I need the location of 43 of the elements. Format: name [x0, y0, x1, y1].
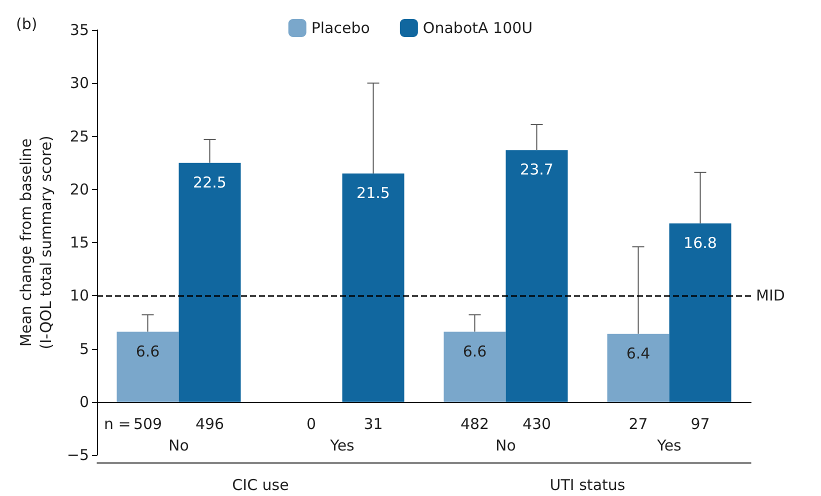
bar: [178, 162, 241, 402]
x-tick-label: No: [496, 436, 516, 454]
annotation: 430: [522, 414, 552, 433]
annotation: 482: [460, 414, 490, 433]
data-label: 6.6: [462, 342, 487, 360]
bar: [444, 332, 506, 402]
y-tick-label: 10: [70, 286, 90, 305]
data-label: 16.8: [684, 234, 717, 252]
data-label: 21.5: [356, 184, 390, 202]
annotation: 0: [306, 414, 316, 433]
legend-label: Placebo: [311, 19, 370, 37]
text: UTI status: [550, 476, 626, 494]
bar: [342, 173, 404, 402]
x-tick-label: Yes: [329, 436, 355, 454]
annotation: 509: [133, 414, 162, 433]
annotation: 31: [364, 414, 383, 433]
y-tick-label: 35: [70, 21, 90, 39]
y-tick-label: 30: [70, 74, 90, 92]
y-tick-label: 25: [70, 127, 90, 146]
bar: [116, 332, 179, 402]
legend-label: OnabotA 100U: [422, 19, 533, 37]
y-tick-label: 15: [70, 234, 90, 252]
annotation: 496: [195, 414, 224, 433]
x-tick-label: Yes: [656, 436, 682, 454]
x-tick-label: No: [168, 436, 189, 454]
ref-line-label: MID: [756, 286, 785, 305]
y-axis-title: Mean change from baseline (I-QOL total summary score): [17, 136, 55, 350]
text: (b): [16, 15, 38, 33]
data-label: 6.6: [136, 342, 160, 360]
y-tick-label: 5: [79, 340, 90, 358]
data-label: 23.7: [520, 160, 554, 179]
annotation: 97: [690, 414, 710, 433]
y-tick-label: 0: [79, 392, 90, 411]
bar: [506, 150, 568, 402]
y-tick-label: 20: [70, 180, 90, 198]
annotation: 27: [628, 414, 648, 433]
bar: [669, 223, 732, 402]
text: CIC use: [232, 476, 289, 494]
y-tick-label: −5: [66, 446, 90, 464]
annotation: n =: [104, 414, 131, 433]
data-label: 6.4: [626, 344, 650, 362]
data-label: 22.5: [193, 173, 226, 192]
bar: [607, 334, 670, 402]
